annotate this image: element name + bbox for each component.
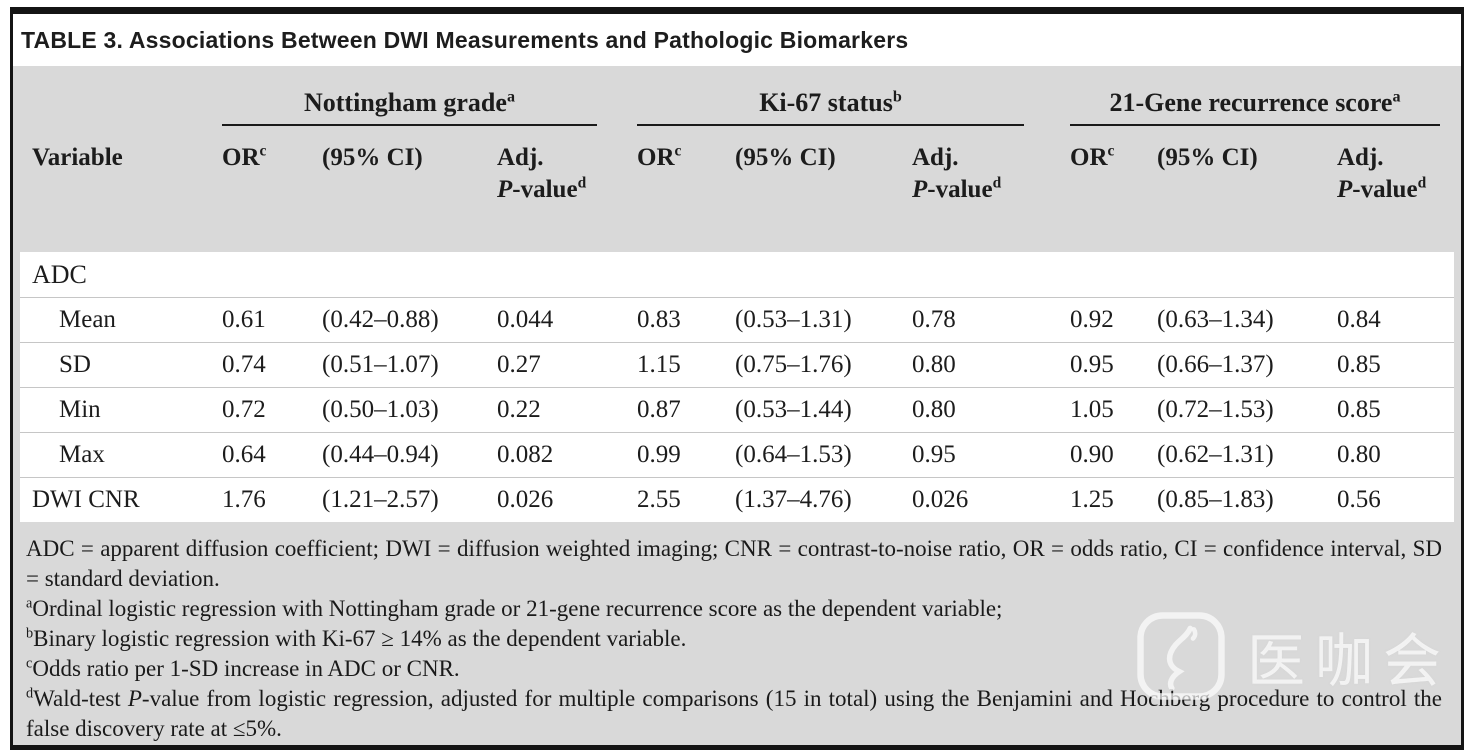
- table-row-mean: Mean 0.61 (0.42–0.88) 0.044 0.83 (0.53–1…: [20, 297, 1454, 342]
- table-row-dwi-cnr: DWI CNR 1.76 (1.21–2.57) 0.026 2.55 (1.3…: [20, 477, 1454, 522]
- group-header-nottingham: Nottingham gradea: [222, 88, 597, 126]
- footnote-marker: d: [992, 174, 1002, 192]
- cell-ci: (0.42–0.88): [322, 306, 439, 333]
- cell-ci: (0.53–1.31): [735, 306, 852, 333]
- cell-p: 0.80: [912, 396, 956, 423]
- cell-p: 0.95: [912, 441, 956, 468]
- column-header-adj-p: Adj. P-valued: [497, 144, 587, 203]
- cell-p: 0.85: [1337, 351, 1381, 378]
- table-row-max: Max 0.64 (0.44–0.94) 0.082 0.99 (0.64–1.…: [20, 432, 1454, 477]
- footnote-marker: d: [1417, 174, 1427, 192]
- group-label: Ki-67 status: [759, 88, 893, 117]
- footnote-marker: c: [259, 142, 267, 160]
- column-header-adj-p: Adj. P-valued: [912, 144, 1002, 203]
- cell-or: 2.55: [637, 486, 681, 513]
- cell-or: 0.87: [637, 396, 681, 423]
- table-header: Nottingham gradea Ki-67 statusb 21-Gene …: [20, 66, 1454, 252]
- table-row-min: Min 0.72 (0.50–1.03) 0.22 0.87 (0.53–1.4…: [20, 387, 1454, 432]
- footnote-abbreviations: ADC = apparent diffusion coefficient; DW…: [26, 536, 1442, 591]
- column-header-ci: (95% CI): [1157, 144, 1258, 171]
- cell-or: 0.99: [637, 441, 681, 468]
- group-header-ki67: Ki-67 statusb: [637, 88, 1024, 126]
- column-header-ci: (95% CI): [735, 144, 836, 171]
- cell-ci: (0.72–1.53): [1157, 396, 1274, 423]
- cell-p: 0.044: [497, 306, 554, 333]
- group-label: Nottingham grade: [304, 88, 507, 117]
- table-footnotes: ADC = apparent diffusion coefficient; DW…: [20, 522, 1454, 744]
- cell-ci: (0.44–0.94): [322, 441, 439, 468]
- cell-ci: (0.63–1.34): [1157, 306, 1274, 333]
- group-label: 21-Gene recurrence score: [1109, 88, 1393, 117]
- footnote-d: dWald-test P-value from logistic regress…: [26, 685, 1442, 741]
- section-label: ADC: [32, 259, 87, 289]
- footnote-marker: a: [1392, 88, 1401, 106]
- cell-p: 0.56: [1337, 486, 1381, 513]
- cell-ci: (0.75–1.76): [735, 351, 852, 378]
- cell-p: 0.082: [497, 441, 554, 468]
- footnote-marker: c: [26, 655, 33, 672]
- cell-ci: (0.51–1.07): [322, 351, 439, 378]
- footnote-marker: d: [26, 685, 34, 702]
- row-label: DWI CNR: [32, 486, 140, 513]
- cell-ci: (0.62–1.31): [1157, 441, 1274, 468]
- row-label: Mean: [59, 306, 116, 333]
- cell-p: 0.85: [1337, 396, 1381, 423]
- table-panel: Nottingham gradea Ki-67 statusb 21-Gene …: [13, 66, 1461, 745]
- footnote-marker: a: [26, 595, 33, 612]
- cell-p: 0.27: [497, 351, 541, 378]
- cell-ci: (0.50–1.03): [322, 396, 439, 423]
- table-title: TABLE 3. Associations Between DWI Measur…: [13, 14, 1461, 66]
- cell-or: 1.25: [1070, 486, 1114, 513]
- cell-ci: (1.21–2.57): [322, 486, 439, 513]
- column-header-or: ORc: [1070, 142, 1115, 171]
- cell-p: 0.22: [497, 396, 541, 423]
- table-body: ADC Mean 0.61 (0.42–0.88) 0.044 0.83 (0.…: [20, 252, 1454, 522]
- table-frame: TABLE 3. Associations Between DWI Measur…: [10, 7, 1464, 750]
- footnote-marker: a: [506, 88, 515, 106]
- cell-ci: (0.53–1.44): [735, 396, 852, 423]
- cell-or: 0.92: [1070, 306, 1114, 333]
- row-label: SD: [59, 351, 91, 378]
- cell-p: 0.84: [1337, 306, 1381, 333]
- cell-ci: (0.85–1.83): [1157, 486, 1274, 513]
- cell-p: 0.026: [912, 486, 969, 513]
- cell-or: 1.15: [637, 351, 681, 378]
- footnote-c: cOdds ratio per 1-SD increase in ADC or …: [26, 655, 460, 681]
- footnote-marker: b: [892, 88, 902, 106]
- footnote-a: aOrdinal logistic regression with Nottin…: [26, 595, 1003, 621]
- footnote-marker: b: [26, 625, 34, 642]
- column-header-variable: Variable: [32, 144, 123, 171]
- cell-or: 1.05: [1070, 396, 1114, 423]
- section-row-adc: ADC: [20, 252, 1454, 297]
- footnote-marker: c: [1107, 142, 1115, 160]
- cell-ci: (1.37–4.76): [735, 486, 852, 513]
- cell-or: 0.83: [637, 306, 681, 333]
- cell-p: 0.026: [497, 486, 554, 513]
- column-header-or: ORc: [222, 142, 267, 171]
- footnote-marker: c: [674, 142, 682, 160]
- cell-or: 0.74: [222, 351, 266, 378]
- table-row-sd: SD 0.74 (0.51–1.07) 0.27 1.15 (0.75–1.76…: [20, 342, 1454, 387]
- cell-or: 0.95: [1070, 351, 1114, 378]
- column-header-adj-p: Adj. P-valued: [1337, 144, 1427, 203]
- cell-ci: (0.64–1.53): [735, 441, 852, 468]
- cell-p: 0.80: [1337, 441, 1381, 468]
- footnote-b: bBinary logistic regression with Ki-67 ≥…: [26, 625, 687, 651]
- group-header-21gene: 21-Gene recurrence scorea: [1070, 88, 1440, 126]
- column-header-or: ORc: [637, 142, 682, 171]
- cell-p: 0.78: [912, 306, 956, 333]
- cell-or: 0.90: [1070, 441, 1114, 468]
- column-header-ci: (95% CI): [322, 144, 423, 171]
- cell-ci: (0.66–1.37): [1157, 351, 1274, 378]
- cell-or: 1.76: [222, 486, 266, 513]
- cell-or: 0.72: [222, 396, 266, 423]
- footnote-marker: d: [577, 174, 587, 192]
- cell-or: 0.64: [222, 441, 266, 468]
- row-label: Max: [59, 441, 105, 468]
- cell-p: 0.80: [912, 351, 956, 378]
- row-label: Min: [59, 396, 101, 423]
- cell-or: 0.61: [222, 306, 266, 333]
